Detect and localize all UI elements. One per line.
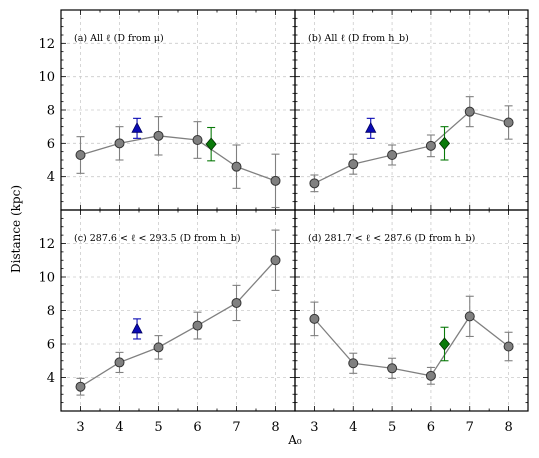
x-tick-label: 4	[115, 420, 123, 435]
main-point	[464, 311, 475, 322]
x-tick-label: 8	[271, 420, 279, 435]
y-tick-label: 8	[47, 104, 55, 119]
main-point	[387, 363, 398, 374]
main-point	[387, 150, 398, 160]
series-line	[314, 110, 509, 184]
diamond-marker	[438, 337, 451, 351]
panel-0: 4 6 8 10 12 (a) All ℓ (D from μ)	[38, 9, 296, 211]
diamond-marker	[205, 137, 217, 151]
y-tick-label: 4	[47, 170, 55, 185]
x-tick-label: 5	[388, 420, 396, 435]
main-point	[464, 106, 475, 117]
y-tick-label: 6	[47, 137, 55, 152]
panel-label: (a) All ℓ (D from μ)	[74, 33, 164, 44]
main-point	[348, 159, 359, 170]
y-axis-title: Distance (kpc)	[9, 185, 23, 273]
y-tick-label: 12	[38, 37, 55, 52]
panel-label: (d) 281.7 < ℓ < 287.6 (D from h_b)	[308, 233, 475, 244]
main-point	[114, 357, 125, 368]
main-point	[75, 381, 86, 392]
x-tick-label: 3	[310, 420, 318, 435]
panel-3: 3 4 5 6 7 8 (d) 281.7 < ℓ < 287.6 (D from h_b)	[294, 209, 529, 435]
y-tick-label: 12	[38, 237, 55, 252]
x-tick-label: 6	[427, 420, 435, 435]
main-point	[114, 138, 125, 149]
main-point	[503, 117, 514, 128]
main-point	[75, 150, 86, 160]
main-point	[153, 130, 164, 141]
triangle-marker	[131, 121, 143, 133]
x-tick-label: 7	[466, 420, 474, 435]
y-tick-label: 10	[38, 70, 55, 85]
triangle-marker	[365, 121, 377, 133]
y-tick-label: 10	[38, 271, 55, 286]
x-tick-label: 6	[193, 420, 201, 435]
x-tick-label: 4	[349, 420, 357, 435]
panels: 4 6 8 10 12 (a) All ℓ (D from μ) (b) All ℓ (D …	[38, 9, 529, 435]
main-point	[231, 161, 242, 172]
y-tick-label: 8	[47, 304, 55, 319]
main-point	[425, 140, 436, 151]
main-point	[231, 297, 242, 308]
x-axis-title: A₀	[287, 433, 302, 447]
main-point	[348, 358, 359, 369]
main-point	[270, 255, 281, 266]
main-point	[153, 342, 164, 353]
x-tick-label: 3	[76, 420, 84, 435]
main-point	[503, 341, 514, 352]
panel-label: (c) 287.6 < ℓ < 293.5 (D from h_b)	[74, 233, 241, 244]
main-point	[192, 135, 203, 145]
x-tick-label: 8	[504, 420, 512, 435]
diamond-marker	[438, 136, 451, 150]
panel-label: (b) All ℓ (D from h_b)	[308, 33, 409, 44]
x-tick-label: 7	[232, 420, 240, 435]
panel-frame	[294, 209, 529, 412]
series-line	[80, 259, 276, 388]
series-line	[313, 315, 509, 377]
series-line	[80, 135, 276, 182]
main-point	[425, 370, 436, 381]
main-point	[192, 320, 203, 331]
main-point	[309, 178, 320, 189]
panel-2: 4 6 8 10 12 3 4 5 6 7 8 (c) 287.6 < ℓ < 293.5 (D fr…	[38, 209, 296, 435]
y-tick-label: 4	[47, 371, 55, 386]
x-tick-label: 5	[154, 420, 162, 435]
main-point	[270, 175, 281, 186]
panel-1: (b) All ℓ (D from h_b)	[294, 9, 529, 211]
triangle-marker	[131, 322, 143, 334]
y-tick-label: 6	[47, 338, 55, 353]
main-point	[309, 313, 320, 324]
